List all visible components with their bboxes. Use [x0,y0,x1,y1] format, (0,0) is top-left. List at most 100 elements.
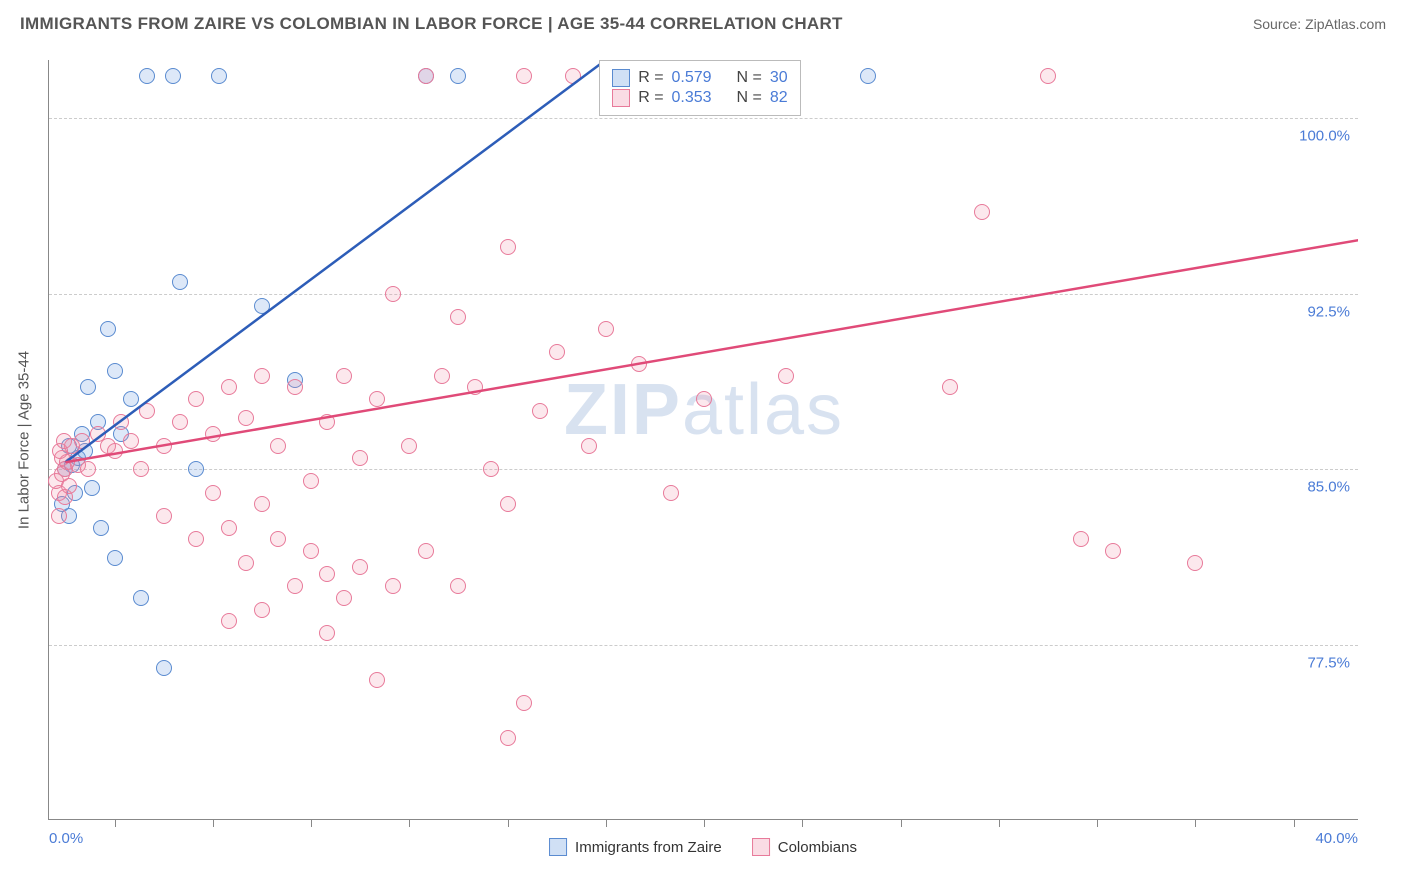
x-tick [606,819,607,827]
x-tick [213,819,214,827]
x-label-max: 40.0% [1315,830,1358,847]
data-point-zaire [107,550,123,566]
data-point-colombians [500,730,516,746]
data-point-colombians [942,379,958,395]
data-point-colombians [107,443,123,459]
data-point-colombians [59,454,75,470]
data-point-colombians [205,426,221,442]
data-point-colombians [51,508,67,524]
data-point-colombians [696,391,712,407]
r-label: R = [638,69,663,87]
data-point-colombians [156,508,172,524]
legend-label: Colombians [778,839,857,856]
legend-label: Immigrants from Zaire [575,839,722,856]
data-point-zaire [84,480,100,496]
data-point-colombians [401,438,417,454]
data-point-colombians [1073,531,1089,547]
r-label: R = [638,89,663,107]
data-point-colombians [123,433,139,449]
watermark-light: atlas [682,370,844,450]
data-point-colombians [974,204,990,220]
data-point-colombians [205,485,221,501]
data-point-colombians [352,450,368,466]
trendlines [49,60,1358,819]
data-point-colombians [565,68,581,84]
y-tick-label: 77.5% [1307,654,1350,671]
n-label: N = [736,69,761,87]
data-point-colombians [221,613,237,629]
y-axis-title: In Labor Force | Age 35-44 [16,351,33,529]
r-value: 0.579 [672,69,712,87]
data-point-colombians [188,391,204,407]
data-point-colombians [319,625,335,641]
x-tick [409,819,410,827]
data-point-colombians [336,590,352,606]
x-tick [704,819,705,827]
data-point-colombians [56,433,72,449]
data-point-zaire [188,461,204,477]
x-tick [1097,819,1098,827]
data-point-colombians [303,543,319,559]
x-tick [311,819,312,827]
y-tick-label: 92.5% [1307,303,1350,320]
data-point-colombians [369,391,385,407]
y-tick-label: 100.0% [1299,128,1350,145]
data-point-colombians [238,410,254,426]
data-point-colombians [319,414,335,430]
stats-row: R =0.353 N =82 [612,89,787,107]
chart-title: IMMIGRANTS FROM ZAIRE VS COLOMBIAN IN LA… [20,14,843,34]
legend-bottom: Immigrants from Zaire Colombians [549,838,857,856]
data-point-zaire [254,298,270,314]
data-point-zaire [107,363,123,379]
gridline [49,469,1358,470]
data-point-colombians [352,559,368,575]
data-point-colombians [369,672,385,688]
data-point-colombians [418,543,434,559]
data-point-zaire [165,68,181,84]
swatch-blue [549,838,567,856]
legend-item: Colombians [752,838,857,856]
data-point-colombians [221,379,237,395]
data-point-zaire [100,321,116,337]
data-point-colombians [139,403,155,419]
data-point-colombians [133,461,149,477]
data-point-colombians [221,520,237,536]
stats-legend: R = 0.579 N = 30 R =0.353 N =82 [599,60,800,116]
data-point-colombians [319,566,335,582]
data-point-zaire [211,68,227,84]
header: IMMIGRANTS FROM ZAIRE VS COLOMBIAN IN LA… [0,0,1406,48]
data-point-colombians [532,403,548,419]
data-point-colombians [467,379,483,395]
stats-row: R = 0.579 N = 30 [612,69,787,87]
data-point-colombians [113,414,129,430]
x-tick [901,819,902,827]
n-value: 30 [770,69,788,87]
data-point-colombians [156,438,172,454]
data-point-colombians [188,531,204,547]
data-point-colombians [61,478,77,494]
data-point-colombians [450,309,466,325]
trendline-colombians [65,240,1358,462]
plot-region: ZIPatlas 77.5%85.0%92.5%100.0%0.0%40.0%R… [48,60,1358,820]
data-point-colombians [483,461,499,477]
data-point-colombians [270,438,286,454]
data-point-colombians [418,68,434,84]
data-point-zaire [156,660,172,676]
data-point-colombians [434,368,450,384]
data-point-colombians [287,578,303,594]
data-point-colombians [581,438,597,454]
data-point-colombians [74,433,90,449]
swatch-blue [612,69,630,87]
legend-item: Immigrants from Zaire [549,838,722,856]
data-point-colombians [500,239,516,255]
data-point-zaire [860,68,876,84]
data-point-colombians [238,555,254,571]
n-label: N = [736,89,761,107]
data-point-colombians [500,496,516,512]
watermark: ZIPatlas [564,369,844,451]
x-tick [1195,819,1196,827]
data-point-colombians [254,602,270,618]
gridline [49,645,1358,646]
chart-area: ZIPatlas 77.5%85.0%92.5%100.0%0.0%40.0%R… [48,60,1358,820]
data-point-zaire [133,590,149,606]
